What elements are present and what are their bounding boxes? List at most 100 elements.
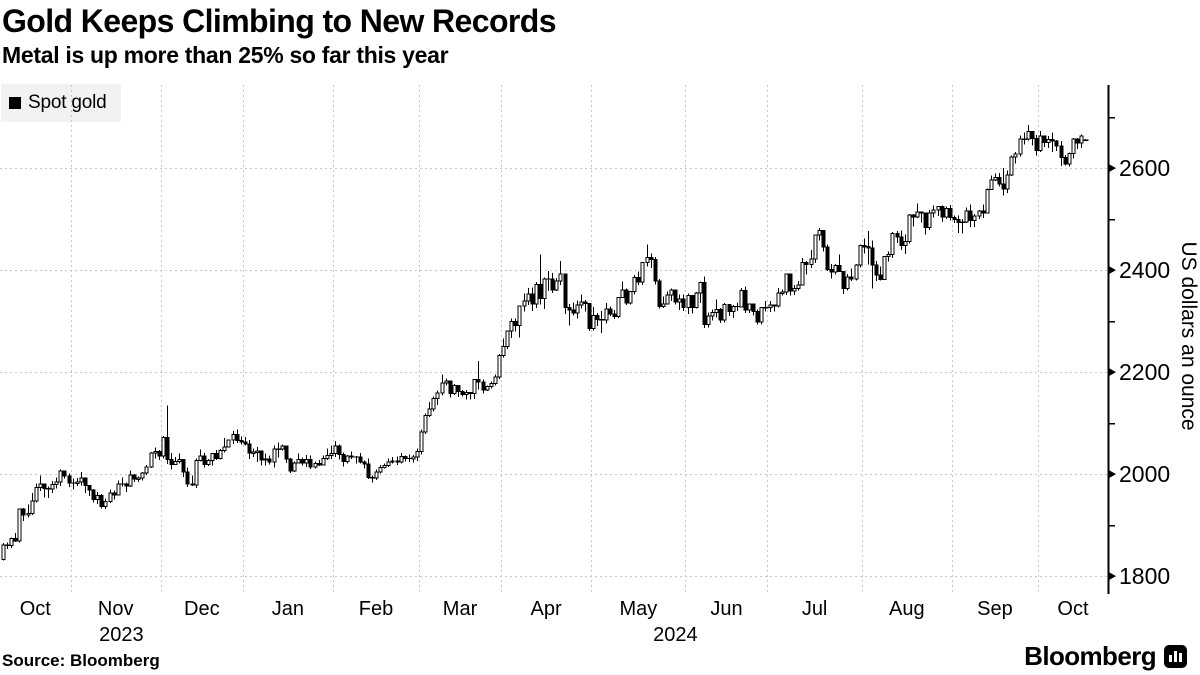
source-note: Source: Bloomberg xyxy=(2,651,160,670)
candle xyxy=(1042,135,1047,148)
candle xyxy=(481,379,486,394)
candle xyxy=(476,360,481,390)
candle xyxy=(882,255,887,280)
candle xyxy=(915,203,920,219)
candle xyxy=(513,318,518,332)
candle xyxy=(833,264,838,275)
candle xyxy=(710,309,715,321)
candle xyxy=(940,205,945,223)
candle xyxy=(993,173,998,181)
x-tick-label: Sep xyxy=(977,598,1013,620)
candle xyxy=(862,238,867,254)
candle xyxy=(153,447,158,459)
candle xyxy=(427,402,432,418)
candle xyxy=(772,304,777,312)
candle xyxy=(612,309,617,320)
candle xyxy=(1018,135,1023,157)
candle xyxy=(870,240,875,289)
y-axis xyxy=(1107,85,1115,594)
candle xyxy=(333,440,338,457)
y-tick-label: 2400 xyxy=(1119,257,1170,283)
candle xyxy=(489,381,494,389)
candle xyxy=(198,449,203,462)
candle xyxy=(722,302,727,323)
x-tick-label: Oct xyxy=(1057,598,1089,620)
candle xyxy=(313,461,318,469)
candle xyxy=(571,302,576,316)
year-label: 2023 xyxy=(99,624,144,646)
candle xyxy=(280,444,285,451)
candle xyxy=(1009,155,1014,176)
candle xyxy=(149,452,154,469)
candle xyxy=(325,448,330,460)
candle xyxy=(989,175,994,191)
candle xyxy=(890,231,895,258)
candle xyxy=(272,445,277,468)
candle xyxy=(1038,130,1043,152)
bloomberg-logo: Bloomberg xyxy=(1024,641,1187,672)
legend-label: Spot gold xyxy=(28,92,107,113)
candle xyxy=(255,447,260,462)
candle xyxy=(345,454,350,464)
candle xyxy=(169,453,174,470)
candle xyxy=(390,456,395,464)
x-tick-label: Aug xyxy=(889,598,925,620)
candle xyxy=(747,303,752,313)
x-tick-label: Oct xyxy=(20,598,52,620)
candle xyxy=(116,480,121,496)
candle xyxy=(132,474,137,482)
candle xyxy=(341,452,346,467)
candle xyxy=(30,493,35,515)
candle xyxy=(813,234,818,263)
candle xyxy=(38,475,43,491)
candle xyxy=(858,244,863,268)
candle xyxy=(50,480,55,494)
candle xyxy=(247,439,252,459)
candle xyxy=(702,276,707,328)
candle xyxy=(411,454,416,463)
candle xyxy=(369,475,376,483)
candle xyxy=(509,318,514,338)
x-tick-label: Mar xyxy=(443,598,478,620)
candle xyxy=(210,453,215,466)
candle xyxy=(362,460,367,469)
candle xyxy=(1005,170,1010,194)
candle xyxy=(796,280,801,291)
candle xyxy=(87,484,92,497)
legend: Spot gold xyxy=(1,84,121,122)
candle xyxy=(567,303,572,326)
candle xyxy=(653,256,658,285)
candle xyxy=(534,281,539,308)
candle xyxy=(542,277,547,309)
candle xyxy=(825,244,830,272)
candle xyxy=(99,494,104,509)
candle xyxy=(595,312,600,327)
y-tick-arrow-icon xyxy=(1108,469,1116,479)
candle xyxy=(575,300,580,319)
candle xyxy=(784,273,789,296)
candle xyxy=(321,455,326,466)
candle xyxy=(673,289,678,305)
candle xyxy=(70,478,77,490)
candle xyxy=(919,211,924,223)
candle xyxy=(911,214,916,227)
candle xyxy=(1050,132,1055,152)
candle xyxy=(222,437,227,453)
candle xyxy=(440,374,445,396)
y-gridlines xyxy=(0,168,1108,577)
candle xyxy=(636,271,641,285)
candle xyxy=(4,542,11,550)
candle xyxy=(1,542,6,561)
candle xyxy=(718,307,723,324)
candle xyxy=(1026,124,1031,141)
x-tick-label: Dec xyxy=(184,598,220,620)
candle xyxy=(42,483,47,498)
y-tick-arrow-icon xyxy=(1108,571,1116,581)
candle xyxy=(26,504,31,518)
y-axis-title: US dollars an ounce xyxy=(1177,241,1200,430)
candle xyxy=(665,291,670,305)
candle xyxy=(337,444,342,460)
y-tick-label: 2200 xyxy=(1119,359,1170,385)
candle xyxy=(886,251,891,262)
